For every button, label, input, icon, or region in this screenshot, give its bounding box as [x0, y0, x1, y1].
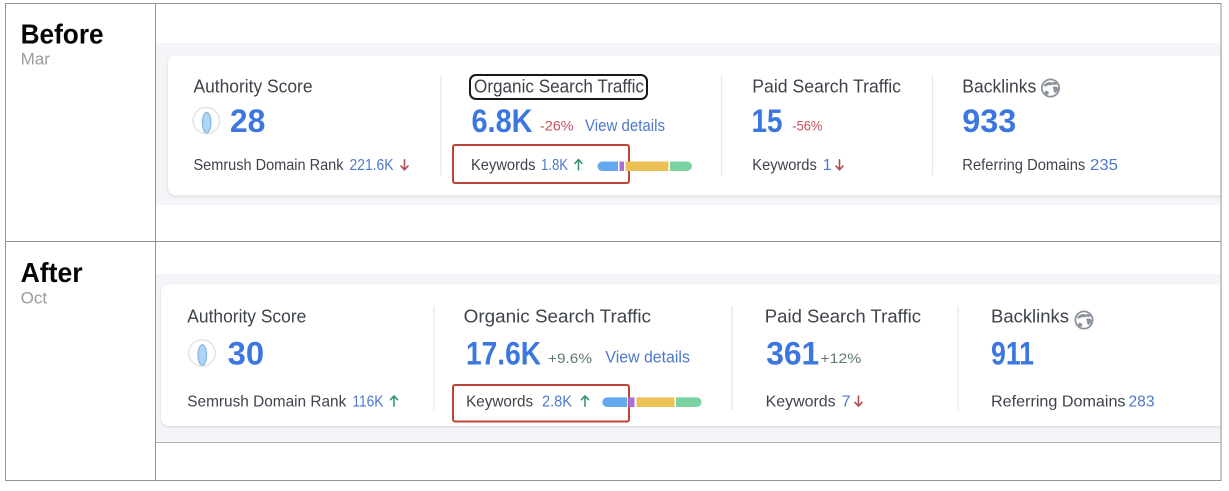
svg-text:28: 28 — [230, 103, 266, 139]
svg-text:116K: 116K — [352, 393, 383, 410]
svg-text:6.8K: 6.8K — [472, 103, 533, 139]
svg-text:221.6K: 221.6K — [350, 157, 394, 174]
svg-text:Keywords: Keywords — [466, 393, 533, 410]
svg-text:Authority Score: Authority Score — [194, 76, 313, 96]
svg-text:1: 1 — [823, 157, 832, 174]
svg-text:Keywords: Keywords — [752, 157, 817, 174]
svg-text:+9.6%: +9.6% — [548, 350, 592, 366]
svg-text:Organic Search Traffic: Organic Search Traffic — [474, 76, 644, 96]
svg-text:Paid Search Traffic: Paid Search Traffic — [765, 307, 921, 327]
svg-text:-26%: -26% — [540, 118, 574, 134]
svg-text:30: 30 — [228, 335, 265, 371]
svg-text:Keywords: Keywords — [766, 393, 836, 410]
svg-text:Before: Before — [21, 19, 104, 50]
svg-text:235: 235 — [1090, 157, 1118, 174]
svg-text:Semrush Domain Rank: Semrush Domain Rank — [187, 393, 347, 410]
svg-text:Mar: Mar — [21, 49, 51, 68]
svg-text:View details: View details — [585, 117, 665, 135]
svg-text:17.6K: 17.6K — [466, 335, 541, 371]
svg-text:Backlinks: Backlinks — [991, 307, 1069, 327]
svg-text:Keywords: Keywords — [471, 157, 536, 174]
svg-text:Semrush Domain Rank: Semrush Domain Rank — [194, 157, 345, 174]
svg-text:2.8K: 2.8K — [542, 393, 572, 410]
svg-text:283: 283 — [1129, 393, 1155, 410]
svg-text:View details: View details — [605, 349, 690, 367]
svg-text:Backlinks: Backlinks — [962, 76, 1036, 96]
svg-text:7: 7 — [842, 393, 851, 410]
svg-text:911: 911 — [991, 335, 1034, 371]
svg-text:933: 933 — [962, 103, 1016, 139]
svg-text:Paid Search Traffic: Paid Search Traffic — [752, 76, 901, 96]
svg-text:Referring Domains: Referring Domains — [991, 393, 1126, 410]
svg-text:Referring Domains: Referring Domains — [962, 157, 1085, 174]
svg-text:After: After — [21, 257, 83, 288]
svg-text:-56%: -56% — [792, 118, 822, 134]
svg-text:1.8K: 1.8K — [541, 157, 568, 174]
svg-text:Oct: Oct — [21, 288, 48, 307]
svg-text:Authority Score: Authority Score — [187, 307, 306, 327]
svg-text:361: 361 — [766, 335, 819, 371]
svg-text:15: 15 — [752, 103, 783, 139]
svg-text:+12%: +12% — [820, 350, 861, 366]
svg-text:Organic Search Traffic: Organic Search Traffic — [464, 307, 651, 327]
